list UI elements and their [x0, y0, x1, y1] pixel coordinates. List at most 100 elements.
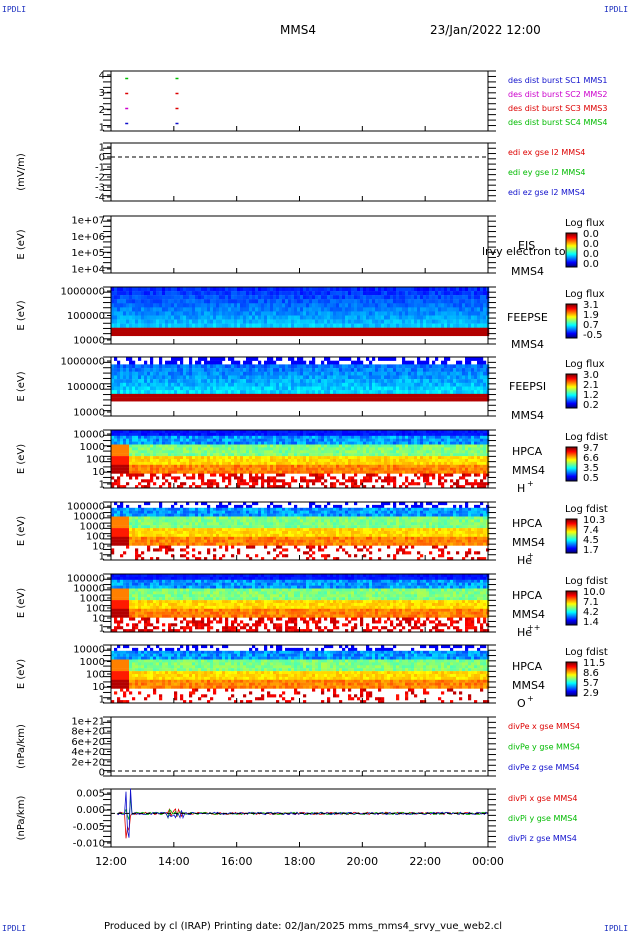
- spectrogram-cell: [216, 299, 220, 304]
- spectrogram-cell: [309, 461, 313, 465]
- spectrogram-cell: [225, 441, 229, 445]
- spectrogram-cell: [315, 295, 319, 300]
- spectrogram-cell: [234, 331, 238, 337]
- spectrogram-cell: [351, 461, 355, 465]
- spectrogram-cell: [363, 331, 367, 337]
- spectrogram-cell: [324, 456, 328, 460]
- spectrogram-cell: [270, 441, 274, 445]
- spectrogram-cell: [405, 327, 409, 332]
- spectrogram-cell: [336, 382, 340, 387]
- spectrogram-cell: [243, 331, 247, 337]
- spectrogram-cell: [219, 397, 223, 402]
- spectrogram-cell: [150, 393, 154, 398]
- spectrogram-cell: [411, 360, 415, 365]
- spectrogram-cell: [189, 441, 193, 445]
- spectrogram-cell: [438, 453, 442, 457]
- spectrogram-cell: [111, 467, 115, 471]
- spectrogram-cell: [123, 364, 127, 369]
- spectrogram-cell: [303, 459, 307, 463]
- spectrogram-cell: [201, 295, 205, 300]
- spectrogram-cell: [120, 453, 124, 457]
- spectrogram-cell: [201, 430, 205, 434]
- spectrogram-cell: [231, 397, 235, 402]
- spectrogram-cell: [351, 311, 355, 316]
- spectrogram-cell: [282, 311, 286, 316]
- spectrogram-cell: [345, 432, 349, 436]
- spectrogram-cell: [192, 307, 196, 312]
- spectrogram-cell: [297, 441, 301, 445]
- spectrogram-cell: [456, 430, 460, 434]
- spectrogram-cell: [462, 375, 466, 380]
- spectrogram-cell: [204, 368, 208, 372]
- spectrogram-cell: [366, 444, 370, 448]
- spectrogram-cell: [327, 430, 331, 434]
- spectrogram-cell: [357, 291, 361, 296]
- spectrogram-cell: [168, 450, 172, 454]
- spectrogram-cell: [309, 386, 313, 391]
- spectrogram-cell: [381, 323, 385, 328]
- spectrogram-cell: [306, 331, 310, 337]
- spectrogram-cell: [429, 287, 433, 292]
- colorbar-cell: [566, 251, 577, 253]
- spectrogram-cell: [189, 382, 193, 387]
- spectrogram-cell: [366, 364, 370, 369]
- spectrogram-cell: [129, 287, 133, 292]
- spectrogram-cell: [384, 390, 388, 395]
- spectrogram-cell: [432, 464, 436, 468]
- spectrogram-cell: [297, 368, 301, 372]
- spectrogram-cell: [336, 303, 340, 308]
- spectrogram-cell: [483, 459, 487, 463]
- spectrogram-cell: [159, 327, 163, 332]
- spectrogram-cell: [312, 450, 316, 454]
- spectrogram-cell: [294, 456, 298, 460]
- spectrogram-cell: [261, 315, 265, 320]
- spectrogram-cell: [144, 453, 148, 457]
- colorbar-cell: [566, 395, 577, 397]
- spectrogram-cell: [426, 467, 430, 471]
- spectrogram-cell: [390, 291, 394, 296]
- spectrogram-cell: [198, 464, 202, 468]
- spectrogram-cell: [411, 438, 415, 442]
- spectrogram-cell: [351, 303, 355, 308]
- spectrogram-cell: [333, 393, 337, 398]
- spectrogram-cell: [372, 371, 376, 376]
- spectrogram-cell: [465, 375, 469, 380]
- spectrogram-cell: [234, 430, 238, 434]
- spectrogram-cell: [444, 295, 448, 300]
- spectrogram-cell: [351, 382, 355, 387]
- spectrogram-cell: [399, 364, 403, 369]
- spectrogram-cell: [438, 368, 442, 372]
- spectrogram-cell: [375, 311, 379, 316]
- spectrogram-cell: [150, 360, 154, 365]
- spectrogram-cell: [408, 360, 412, 365]
- spectrogram-cell: [408, 459, 412, 463]
- spectrogram-cell: [177, 307, 181, 312]
- spectrogram-cell: [261, 435, 265, 439]
- spectrogram-cell: [321, 438, 325, 442]
- spectrogram-cell: [129, 393, 133, 398]
- spectrogram-cell: [117, 315, 121, 320]
- spectrogram-cell: [291, 382, 295, 387]
- spectrogram-cell: [378, 453, 382, 457]
- spectrogram-cell: [366, 315, 370, 320]
- spectrogram-cell: [468, 368, 472, 372]
- spectrogram-cell: [459, 390, 463, 395]
- spectrogram-cell: [126, 295, 130, 300]
- spectrogram-cell: [270, 430, 274, 434]
- spectrogram-cell: [180, 459, 184, 463]
- spectrogram-cell: [477, 432, 481, 436]
- spectrogram-cell: [372, 323, 376, 328]
- spectrogram-cell: [324, 375, 328, 380]
- spectrogram-cell: [207, 435, 211, 439]
- spectrogram-cell: [147, 287, 151, 292]
- spectrogram-cell: [474, 368, 478, 372]
- spectrogram-cell: [144, 393, 148, 398]
- spectrogram-cell: [111, 453, 115, 457]
- spectrogram-cell: [246, 311, 250, 316]
- spectrogram-cell: [363, 393, 367, 398]
- spectrogram-cell: [369, 467, 373, 471]
- legend-entry: des dist burst SC2 MMS2: [508, 90, 607, 99]
- spectrogram-cell: [237, 444, 241, 448]
- spectrogram-cell: [363, 435, 367, 439]
- spectrogram-cell: [441, 364, 445, 369]
